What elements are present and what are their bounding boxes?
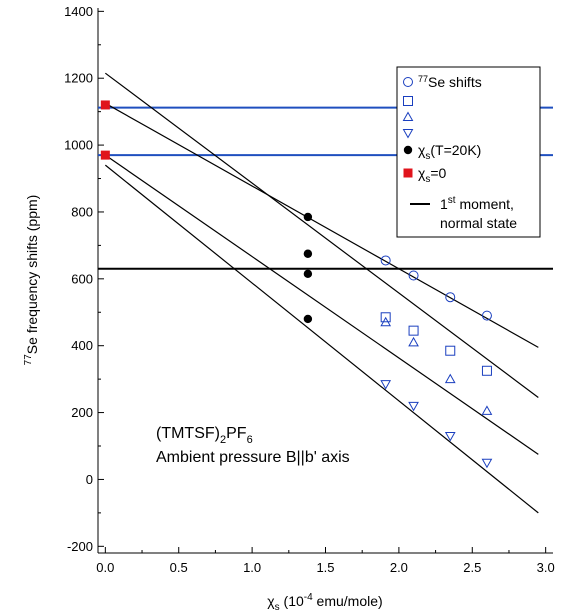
triangle-up-marker xyxy=(380,316,392,327)
y-tick-label: -200 xyxy=(67,539,93,554)
triangle-down-marker xyxy=(481,458,493,469)
x-ticks: 0.0 0.5 1.0 1.5 2.0 2.5 3.0 xyxy=(96,547,555,575)
square-marker xyxy=(445,345,456,356)
circle-marker xyxy=(481,310,492,321)
black-dot-marker xyxy=(403,145,413,155)
fit-line xyxy=(105,102,539,348)
y-tick-label: 1000 xyxy=(64,138,93,153)
annotation-line-1: (TMTSF)2PF6 xyxy=(156,425,253,446)
x-tick-label: 2.0 xyxy=(390,560,408,575)
x-axis-label: χs (10-4 emu/mole) xyxy=(267,592,382,610)
x-axis-label-sub: s xyxy=(275,602,280,610)
annotation-sub-1: 2 xyxy=(220,434,226,446)
y-tick-label: 1200 xyxy=(64,71,93,86)
legend-label-first-moment: 1st moment, xyxy=(440,195,514,212)
fit-line xyxy=(104,72,539,399)
triangle-up-marker xyxy=(444,373,456,384)
y-axis-label-sup: 77 xyxy=(23,354,34,366)
red-square-marker xyxy=(403,168,413,178)
circle-marker xyxy=(380,255,391,266)
legend-chi-t20k-main: χ xyxy=(418,142,426,158)
legend-se-sup: 77 xyxy=(418,74,428,84)
y-axis-label-text: Se frequency shifts (ppm) xyxy=(24,195,40,355)
black-dot-marker xyxy=(303,314,313,324)
red-square-marker xyxy=(100,150,110,160)
black-dot-marker xyxy=(303,212,313,222)
y-tick-label: 600 xyxy=(71,271,93,286)
square-marker xyxy=(403,96,413,106)
data-points xyxy=(100,100,493,469)
x-axis-label-sup: -4 xyxy=(304,592,313,603)
legend-label-chi-0: χs=0 xyxy=(418,165,447,185)
square-marker xyxy=(408,325,419,336)
triangle-up-marker xyxy=(408,336,419,347)
x-axis-label-tail: emu/mole) xyxy=(313,593,383,609)
triangle-up-marker xyxy=(481,405,493,415)
triangle-up-marker xyxy=(402,111,414,121)
y-tick-label: 800 xyxy=(71,204,93,219)
x-axis-label-text: (10 xyxy=(280,593,304,609)
legend-moment-pre: 1 xyxy=(440,196,448,212)
annotation-pre: (TMTSF) xyxy=(156,425,220,442)
annotation-line-2: Ambient pressure B||b' axis xyxy=(156,449,350,466)
annotation-mid: PF xyxy=(226,425,247,442)
x-tick-label: 0.0 xyxy=(96,560,114,575)
legend-moment-sup: st xyxy=(448,195,456,206)
x-tick-label: 0.5 xyxy=(170,560,188,575)
legend-box xyxy=(396,66,541,238)
legend-symbols xyxy=(402,77,430,205)
circle-marker xyxy=(445,292,456,303)
annotation-sub-2: 6 xyxy=(247,434,253,446)
y-tick-label: 0 xyxy=(86,472,93,487)
circle-marker xyxy=(408,270,419,281)
x-tick-label: 1.5 xyxy=(316,560,334,575)
legend-label-normal-state: normal state xyxy=(440,215,517,231)
y-tick-label: 400 xyxy=(71,338,93,353)
fit-line xyxy=(104,154,539,455)
legend-chi-0-main: χ xyxy=(418,165,426,181)
red-square-marker xyxy=(100,100,110,110)
triangle-down-marker xyxy=(402,129,414,139)
legend-label-chi-t20k: χs(T=20K) xyxy=(418,142,481,162)
x-tick-label: 2.5 xyxy=(463,560,481,575)
x-tick-label: 1.0 xyxy=(243,560,261,575)
square-marker xyxy=(380,312,391,323)
black-dot-marker xyxy=(303,249,313,258)
triangle-down-marker xyxy=(380,380,392,390)
black-dot-marker xyxy=(303,269,313,279)
triangle-down-marker xyxy=(408,401,419,412)
x-tick-label: 3.0 xyxy=(537,560,555,575)
legend: 77Se shifts χs(T=20K) χs=0 1st moment, n… xyxy=(396,66,541,238)
legend-chi-t20k-sub: s xyxy=(425,151,430,162)
legend-chi-t20k-tail: (T=20K) xyxy=(430,142,481,158)
circle-marker xyxy=(403,77,413,87)
legend-se-text: Se shifts xyxy=(428,74,482,90)
y-tick-label: 1400 xyxy=(64,4,93,19)
legend-chi-0-sub: s xyxy=(425,174,430,185)
legend-chi-0-tail: =0 xyxy=(430,165,446,181)
square-marker xyxy=(481,365,492,376)
legend-label-se-shifts: 77Se shifts xyxy=(418,74,482,90)
legend-moment-post: moment, xyxy=(456,196,514,212)
fit-line xyxy=(104,164,539,514)
x-axis-label-chi: χ xyxy=(267,593,275,609)
y-ticks: -200 0 200 400 600 800 1000 1200 1400 xyxy=(64,4,104,554)
fit-lines xyxy=(104,72,539,514)
triangle-down-marker xyxy=(444,431,456,442)
y-tick-label: 200 xyxy=(71,405,93,420)
y-axis-label: 77Se frequency shifts (ppm) xyxy=(23,195,40,366)
